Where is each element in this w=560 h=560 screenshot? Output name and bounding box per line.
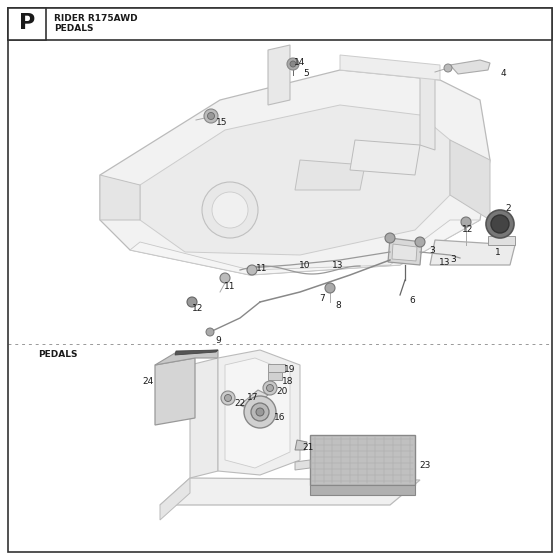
Polygon shape [340,55,440,80]
Text: 13: 13 [332,260,344,269]
Text: 18: 18 [282,377,294,386]
Polygon shape [175,350,218,355]
Text: 19: 19 [284,366,296,375]
Circle shape [290,61,296,67]
Text: 12: 12 [463,225,474,234]
Text: RIDER R175AWD: RIDER R175AWD [54,13,138,22]
Text: 22: 22 [235,399,246,408]
Bar [8,8,46,40]
Circle shape [247,265,257,275]
Circle shape [206,328,214,336]
Polygon shape [350,140,420,175]
Polygon shape [268,372,282,380]
Polygon shape [388,238,422,265]
Polygon shape [295,160,365,190]
Text: 9: 9 [215,335,221,344]
Text: 17: 17 [248,394,259,403]
Circle shape [225,394,231,402]
Polygon shape [392,244,417,261]
Circle shape [256,408,264,416]
Circle shape [251,403,269,421]
Text: 1: 1 [495,248,501,256]
Polygon shape [100,70,490,275]
Bar [8,8,552,40]
Polygon shape [240,390,268,410]
Text: 3: 3 [429,245,435,254]
Text: PEDALS: PEDALS [54,24,94,32]
Text: 10: 10 [299,260,311,269]
Polygon shape [268,364,285,372]
Circle shape [444,64,452,72]
Text: 5: 5 [303,68,309,77]
Polygon shape [450,60,490,74]
Polygon shape [160,478,190,520]
Polygon shape [160,478,420,505]
Polygon shape [488,236,515,245]
Polygon shape [155,350,218,365]
Polygon shape [100,175,140,220]
Circle shape [204,109,218,123]
Polygon shape [295,460,310,470]
Text: 3: 3 [450,254,456,264]
Polygon shape [420,70,435,150]
Circle shape [385,233,395,243]
Polygon shape [155,358,195,425]
Circle shape [263,381,277,395]
Circle shape [415,237,425,247]
Circle shape [486,210,514,238]
Text: 23: 23 [419,460,431,469]
Polygon shape [218,350,300,475]
Circle shape [221,391,235,405]
Text: 15: 15 [216,118,228,127]
Polygon shape [430,240,515,265]
Text: PEDALS: PEDALS [38,349,77,358]
Circle shape [220,273,230,283]
Text: 21: 21 [302,444,314,452]
Text: 14: 14 [295,58,306,67]
Circle shape [461,217,471,227]
Polygon shape [225,358,290,468]
Polygon shape [268,45,290,105]
Polygon shape [310,485,415,495]
Polygon shape [310,435,415,485]
Text: 7: 7 [319,293,325,302]
Circle shape [325,283,335,293]
Text: 12: 12 [192,304,204,312]
Text: 2: 2 [505,203,511,212]
Text: 24: 24 [142,377,153,386]
Circle shape [187,297,197,307]
Polygon shape [140,105,450,255]
Circle shape [491,215,509,233]
Text: 16: 16 [274,413,286,422]
Text: 11: 11 [256,264,268,273]
Circle shape [287,58,299,70]
Text: 6: 6 [409,296,415,305]
Text: 4: 4 [500,68,506,77]
Text: 11: 11 [224,282,236,291]
Polygon shape [190,358,218,478]
Circle shape [244,396,276,428]
Polygon shape [450,140,490,220]
Text: 20: 20 [276,388,288,396]
Text: 8: 8 [335,301,341,310]
Text: P: P [19,13,35,33]
Text: 13: 13 [439,258,451,267]
Circle shape [212,192,248,228]
Polygon shape [295,440,307,450]
Circle shape [208,113,214,119]
Circle shape [202,182,258,238]
Polygon shape [130,220,480,275]
Circle shape [267,385,273,391]
